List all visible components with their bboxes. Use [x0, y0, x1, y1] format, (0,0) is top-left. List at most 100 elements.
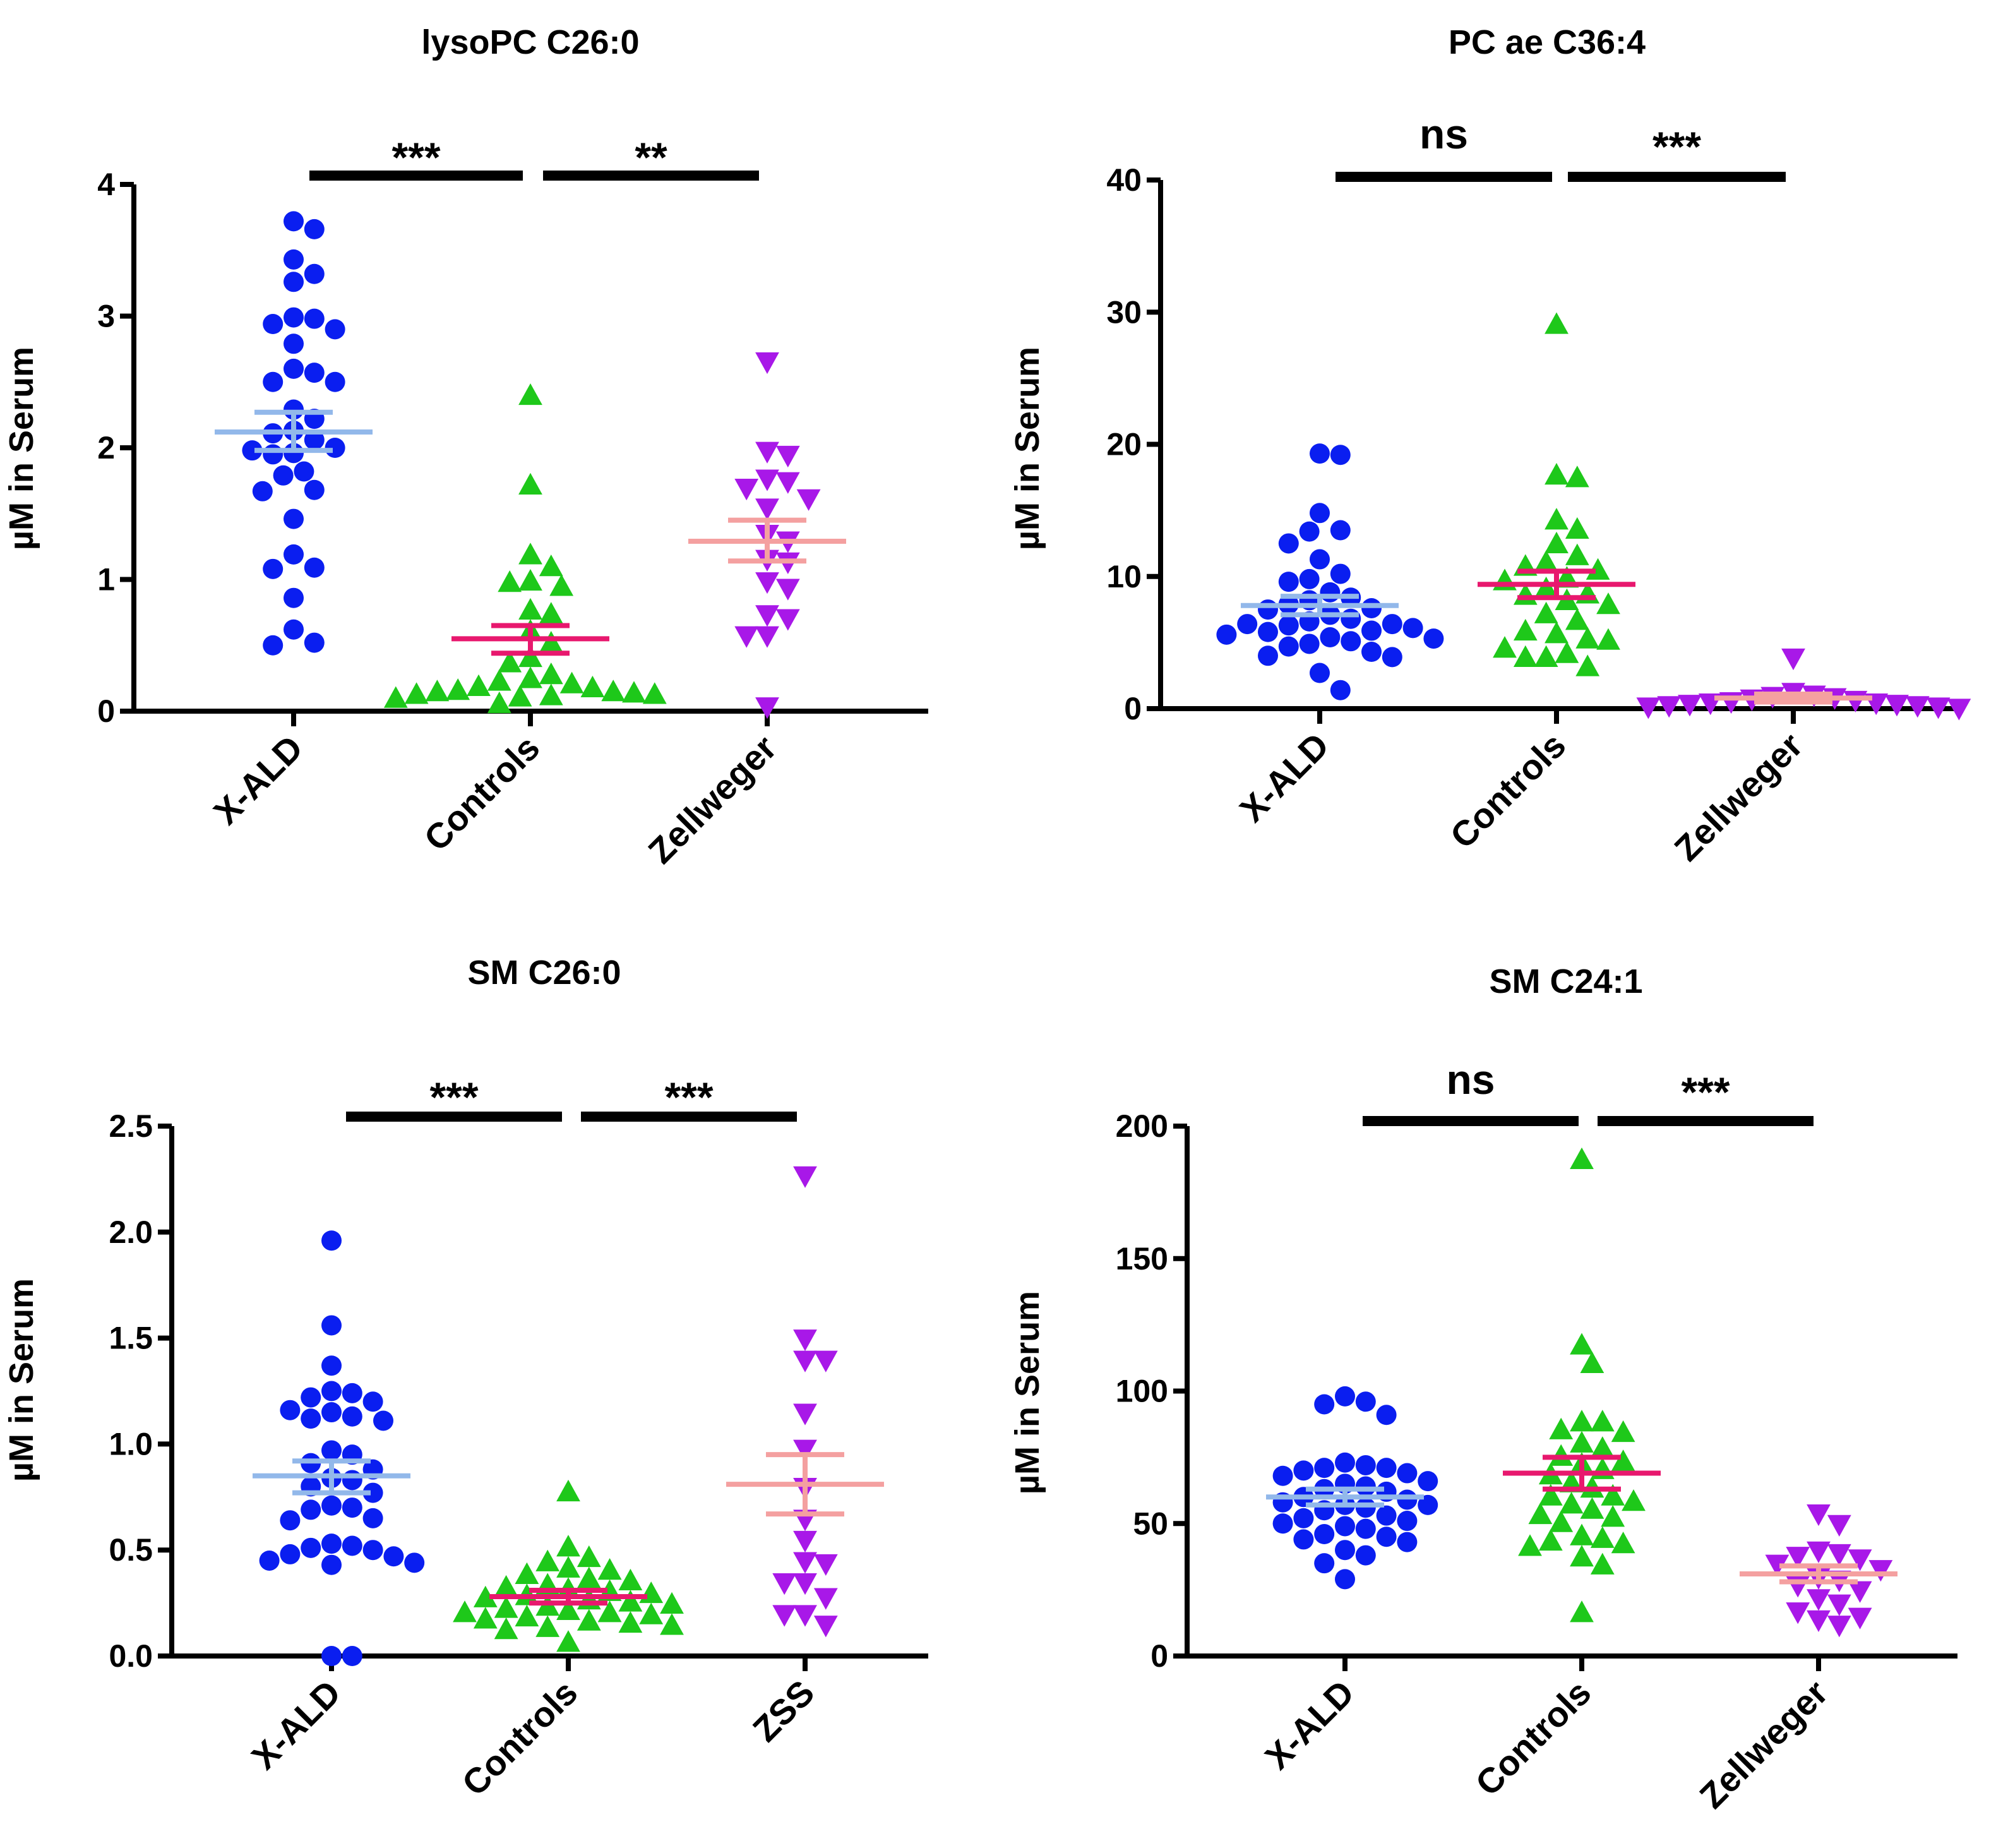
significance-label: *** — [1652, 123, 1701, 170]
data-point — [1570, 1523, 1594, 1545]
data-point — [793, 1329, 817, 1352]
data-point — [1513, 645, 1538, 667]
mean-sem-controls — [1478, 568, 1635, 601]
data-point — [515, 1604, 539, 1627]
data-point — [793, 1552, 817, 1574]
data-point — [1570, 1431, 1594, 1453]
data-point — [1310, 549, 1330, 570]
data-point — [1330, 680, 1351, 700]
data-point — [1590, 1552, 1615, 1575]
data-point — [518, 383, 542, 405]
data-point — [404, 1552, 425, 1573]
data-point — [755, 469, 779, 491]
data-point — [362, 1482, 383, 1503]
chart-title: lysoPC C26:0 — [421, 23, 639, 61]
data-point — [383, 1546, 404, 1567]
y-axis-label: µM in Serum — [1008, 1291, 1046, 1494]
chart-title: SM C26:0 — [467, 954, 621, 992]
data-point — [508, 685, 532, 707]
data-point — [549, 574, 574, 596]
data-point — [577, 1609, 601, 1631]
panel-sm-c24-1: SM C24:1 µM in Serum 0 50 100 150 200 X-ALD Co… — [1008, 963, 1957, 1816]
data-point — [301, 1408, 321, 1429]
data-point — [1418, 1494, 1438, 1515]
data-point — [1310, 503, 1330, 524]
series-zellweger — [1740, 1504, 1897, 1638]
data-point — [321, 1533, 342, 1554]
data-point — [252, 481, 273, 501]
series-x-ald — [1266, 1386, 1438, 1590]
data-point — [242, 440, 263, 461]
data-point — [304, 219, 325, 239]
y-tick-label: 30 — [1106, 294, 1142, 330]
data-point — [813, 1554, 838, 1576]
data-point — [556, 1556, 580, 1578]
data-point — [1293, 1529, 1314, 1550]
data-point — [1786, 1547, 1810, 1569]
data-point — [1807, 1610, 1831, 1632]
y-tick-label: 0 — [1150, 1638, 1168, 1674]
data-point — [1549, 1417, 1574, 1439]
data-point — [1827, 1616, 1851, 1638]
category-label-zss: ZSS — [745, 1672, 822, 1749]
data-point — [1926, 697, 1951, 719]
data-point — [775, 472, 800, 494]
chart-title: SM C24:1 — [1489, 963, 1642, 1000]
y-tick-label: 0.5 — [109, 1532, 153, 1568]
data-point — [1361, 597, 1382, 618]
data-point — [321, 1402, 342, 1423]
data-point — [1559, 1492, 1584, 1514]
data-point — [325, 438, 345, 458]
data-point — [280, 1400, 301, 1420]
mean-sem-x-ald — [1266, 1486, 1424, 1508]
data-point — [1827, 1515, 1851, 1537]
data-point — [597, 1600, 622, 1623]
data-point — [467, 674, 491, 696]
data-point — [1310, 663, 1330, 683]
category-label-zellweger: Zellweger — [1692, 1672, 1835, 1816]
data-point — [342, 1535, 362, 1556]
data-point — [755, 572, 779, 594]
data-point — [321, 1646, 342, 1666]
data-point — [321, 1495, 342, 1516]
data-point — [284, 211, 304, 232]
y-tick-label: 1.0 — [109, 1426, 153, 1461]
data-point — [1355, 1497, 1376, 1518]
data-point — [793, 1166, 817, 1188]
data-point — [793, 1439, 817, 1461]
data-point — [1807, 1589, 1831, 1611]
data-point — [1355, 1545, 1376, 1566]
significance-label: *** — [1681, 1069, 1730, 1115]
data-point — [775, 445, 800, 468]
significance-label: ns — [1446, 1056, 1495, 1103]
data-point — [1216, 624, 1237, 645]
category-label-x-ald: X-ALD — [1232, 725, 1337, 830]
data-point — [373, 1410, 393, 1431]
mean-sem-zellweger — [1714, 691, 1872, 705]
data-point — [1361, 642, 1382, 663]
data-point — [1272, 1513, 1293, 1534]
data-point — [518, 568, 542, 591]
data-point — [304, 263, 325, 284]
data-point — [304, 308, 325, 329]
y-tick-label: 20 — [1106, 427, 1142, 462]
category-label-controls: Controls — [454, 1672, 585, 1803]
data-point — [473, 1585, 498, 1607]
data-point — [1534, 601, 1558, 623]
data-point — [263, 314, 284, 335]
data-point — [1418, 1471, 1438, 1492]
data-point — [1570, 1545, 1594, 1567]
data-point — [1545, 508, 1569, 530]
data-point — [1947, 699, 1971, 721]
data-point — [1278, 615, 1299, 636]
data-point — [1272, 1465, 1293, 1486]
data-point — [284, 307, 304, 328]
data-point — [793, 1573, 817, 1595]
data-point — [755, 441, 779, 464]
data-point — [622, 681, 646, 703]
data-point — [487, 669, 511, 691]
series-x-ald — [1216, 443, 1444, 700]
data-point — [1580, 1497, 1605, 1519]
data-point — [1570, 1333, 1594, 1355]
